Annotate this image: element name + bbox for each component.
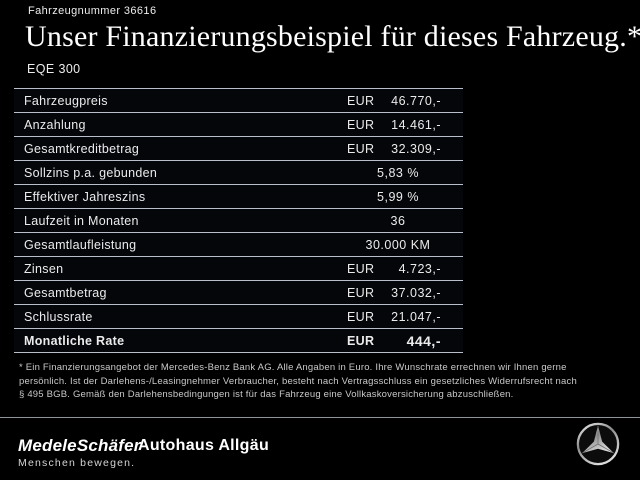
row-label: Schlussrate xyxy=(24,309,93,324)
row-value: 30.000 KM xyxy=(365,237,431,252)
row-value-group: 30.000 KM xyxy=(347,238,463,252)
row-value: 36 xyxy=(390,213,406,228)
table-row-monatliche-rate: Monatliche Rate EUR 444,- xyxy=(14,328,463,352)
footnote-line: * Ein Finanzierungsangebot der Mercedes-… xyxy=(19,362,567,373)
row-value: 5,83 % xyxy=(377,165,419,180)
dealer-secondary-logo: Autohaus Allgäu xyxy=(138,437,270,454)
row-label: Gesamtbetrag xyxy=(24,285,107,300)
footnote-line: persönlich. Ist der Darlehens-/Leasingne… xyxy=(19,375,577,387)
page-title: Unser Finanzierungsbeispiel für dieses F… xyxy=(25,20,640,53)
table-row-gesamtlaufleistung: Gesamtlaufleistung 30.000 KM xyxy=(14,232,463,256)
row-label: Laufzeit in Monaten xyxy=(24,213,139,228)
table-row-sollzins: Sollzins p.a. gebunden 5,83 % xyxy=(14,160,463,184)
row-value-group: 5,83 % xyxy=(347,166,463,180)
row-value: 32.309,- xyxy=(391,141,441,156)
table-row-fahrzeugpreis: Fahrzeugpreis EUR 46.770,- xyxy=(14,88,463,112)
row-label: Sollzins p.a. gebunden xyxy=(24,165,158,180)
row-value-group: EUR 32.309,- xyxy=(347,142,463,156)
footnote: * Ein Finanzierungsangebot der Mercedes-… xyxy=(19,361,629,402)
dealer-logo: MedeleSchäfer xyxy=(18,436,141,455)
footnote-line: § 495 BGB. Gemäß den Darlehensbedingunge… xyxy=(19,389,514,400)
row-value-group: 5,99 % xyxy=(347,190,463,204)
row-value-group: EUR 4.723,- xyxy=(347,262,463,276)
currency-label: EUR xyxy=(347,285,375,300)
footer-divider xyxy=(0,417,640,418)
row-value-group: 36 xyxy=(347,214,463,228)
row-label: Gesamtlaufleistung xyxy=(24,237,137,252)
currency-label: EUR xyxy=(347,261,375,276)
row-value: 37.032,- xyxy=(391,285,441,300)
row-label: Gesamtkreditbetrag xyxy=(24,141,140,156)
row-value-group: EUR 37.032,- xyxy=(347,286,463,300)
row-label: Monatliche Rate xyxy=(24,333,125,348)
row-value: 21.047,- xyxy=(391,309,441,324)
row-label: Zinsen xyxy=(24,261,64,276)
table-row-gesamtkreditbetrag: Gesamtkreditbetrag EUR 32.309,- xyxy=(14,136,463,160)
financing-table: Fahrzeugpreis EUR 46.770,- Anzahlung EUR… xyxy=(14,88,463,353)
row-value: 444,- xyxy=(406,332,441,349)
table-row-zinsen: Zinsen EUR 4.723,- xyxy=(14,256,463,280)
table-row-anzahlung: Anzahlung EUR 14.461,- xyxy=(14,112,463,136)
mercedes-star-icon xyxy=(576,422,620,466)
dealer-tagline: Menschen bewegen. xyxy=(18,457,136,469)
row-label: Anzahlung xyxy=(24,117,86,132)
row-value: 46.770,- xyxy=(391,93,441,108)
table-row-gesamtbetrag: Gesamtbetrag EUR 37.032,- xyxy=(14,280,463,304)
table-row-laufzeit: Laufzeit in Monaten 36 xyxy=(14,208,463,232)
row-value: 5,99 % xyxy=(377,189,419,204)
row-value-group: EUR 46.770,- xyxy=(347,94,463,108)
currency-label: EUR xyxy=(347,309,375,324)
table-row-schlussrate: Schlussrate EUR 21.047,- xyxy=(14,304,463,328)
currency-label: EUR xyxy=(347,93,375,108)
row-value: 4.723,- xyxy=(398,261,441,276)
row-value-group: EUR 444,- xyxy=(347,333,463,349)
currency-label: EUR xyxy=(347,333,375,348)
row-value-group: EUR 14.461,- xyxy=(347,118,463,132)
vehicle-number: Fahrzeugnummer 36616 xyxy=(28,5,157,17)
currency-label: EUR xyxy=(347,141,375,156)
model-name: EQE 300 xyxy=(27,62,81,76)
row-value: 14.461,- xyxy=(391,117,441,132)
table-row-effektiver-jahreszins: Effektiver Jahreszins 5,99 % xyxy=(14,184,463,208)
row-value-group: EUR 21.047,- xyxy=(347,310,463,324)
row-label: Fahrzeugpreis xyxy=(24,93,108,108)
currency-label: EUR xyxy=(347,117,375,132)
row-label: Effektiver Jahreszins xyxy=(24,189,146,204)
